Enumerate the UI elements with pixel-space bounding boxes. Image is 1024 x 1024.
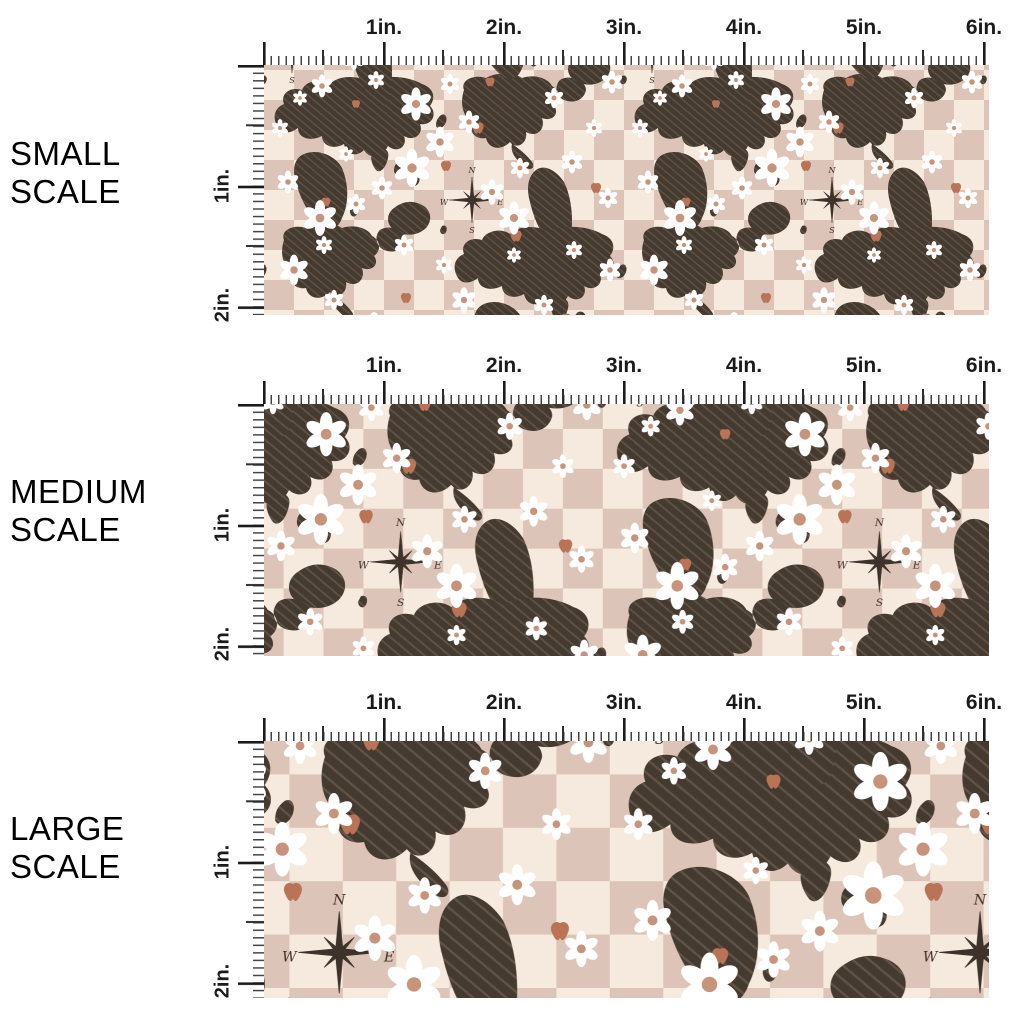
fabric-swatch-large [264, 741, 989, 998]
scale-label-line1: MEDIUM [10, 473, 147, 510]
v-ruler-label-2in: 2in. [211, 287, 234, 323]
scale-label-small: SMALL SCALE [10, 135, 121, 211]
h-ruler-label-3in: 3in. [605, 16, 643, 39]
v-ruler-label-2in: 2in. [211, 626, 234, 662]
h-ruler-label-1in: 1in. [365, 16, 403, 39]
h-ruler-label-4in: 4in. [725, 691, 763, 714]
v-ruler-label-1in: 1in. [211, 507, 234, 543]
h-ruler-label-1in: 1in. [365, 354, 403, 377]
vertical-ruler-small [238, 65, 264, 315]
vertical-ruler-medium [238, 404, 264, 656]
scale-label-line2: SCALE [10, 173, 121, 210]
h-ruler-label-3in: 3in. [605, 354, 643, 377]
fabric-swatch-small [264, 65, 989, 315]
h-ruler-label-2in: 2in. [485, 691, 523, 714]
h-ruler-label-5in: 5in. [845, 691, 883, 714]
h-ruler-label-6in: 6in. [965, 16, 1003, 39]
scale-label-line1: SMALL [10, 135, 121, 172]
v-ruler-label-2in: 2in. [211, 963, 234, 999]
scale-label-large: LARGE SCALE [10, 810, 124, 886]
v-ruler-label-1in: 1in. [211, 844, 234, 880]
h-ruler-label-4in: 4in. [725, 16, 763, 39]
horizontal-ruler-large [263, 718, 986, 741]
h-ruler-label-2in: 2in. [485, 16, 523, 39]
h-ruler-label-6in: 6in. [965, 691, 1003, 714]
scale-label-medium: MEDIUM SCALE [10, 473, 147, 549]
h-ruler-label-5in: 5in. [845, 16, 883, 39]
scale-label-line1: LARGE [10, 810, 125, 847]
h-ruler-label-6in: 6in. [965, 354, 1003, 377]
h-ruler-label-3in: 3in. [605, 691, 643, 714]
h-ruler-label-1in: 1in. [365, 691, 403, 714]
scale-label-line2: SCALE [10, 511, 121, 548]
scale-label-line2: SCALE [10, 848, 121, 885]
h-ruler-label-2in: 2in. [485, 354, 523, 377]
fabric-swatch-medium [264, 404, 989, 656]
h-ruler-label-5in: 5in. [845, 354, 883, 377]
vertical-ruler-large [238, 741, 264, 998]
horizontal-ruler-small [263, 42, 986, 65]
v-ruler-label-1in: 1in. [211, 168, 234, 204]
horizontal-ruler-medium [263, 381, 986, 404]
h-ruler-label-4in: 4in. [725, 354, 763, 377]
